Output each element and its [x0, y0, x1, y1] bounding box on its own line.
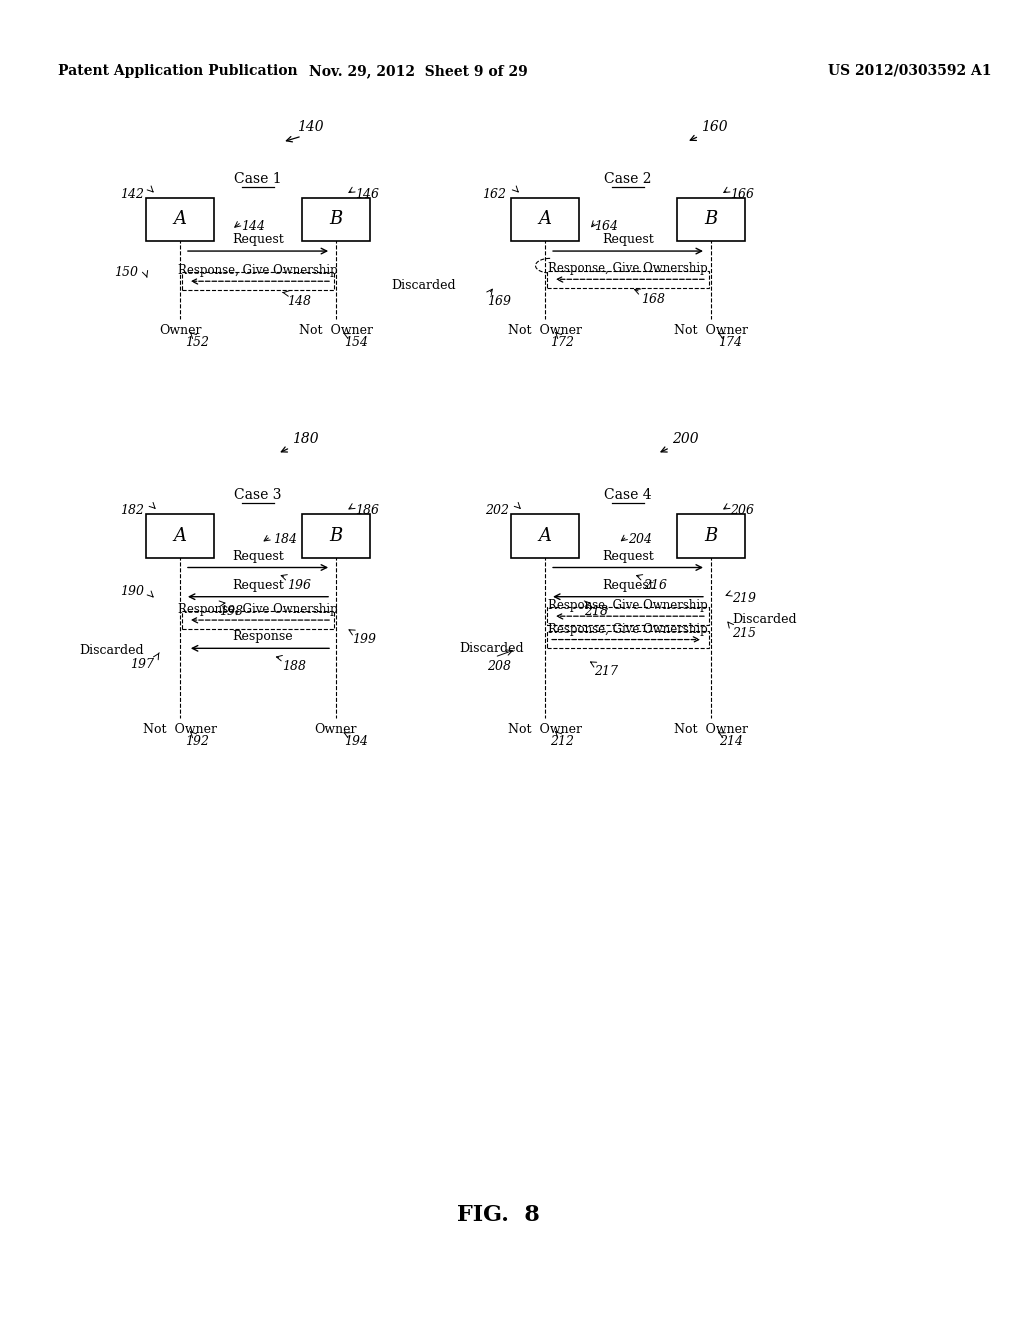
- Text: 200: 200: [672, 432, 698, 446]
- Text: Response: Response: [232, 631, 293, 643]
- Text: Response, Give Ownership: Response, Give Ownership: [548, 623, 708, 636]
- Bar: [182, 611, 334, 628]
- Text: Discarded: Discarded: [80, 644, 144, 657]
- Text: Not  Owner: Not Owner: [674, 723, 748, 737]
- Text: A: A: [174, 527, 186, 545]
- Bar: [511, 198, 580, 242]
- Text: 140: 140: [297, 120, 324, 135]
- Bar: [146, 198, 214, 242]
- Text: 154: 154: [344, 335, 368, 348]
- Bar: [547, 631, 709, 648]
- Text: 219: 219: [732, 591, 756, 605]
- Text: 212: 212: [550, 735, 574, 748]
- Text: Request: Request: [602, 579, 654, 591]
- Text: Case 1: Case 1: [234, 172, 282, 186]
- Text: 194: 194: [344, 735, 368, 748]
- Text: B: B: [705, 527, 718, 545]
- Text: 186: 186: [355, 504, 379, 517]
- Text: 190: 190: [120, 585, 144, 598]
- Text: 164: 164: [594, 220, 617, 232]
- Text: 148: 148: [288, 294, 311, 308]
- Text: 169: 169: [486, 294, 511, 308]
- Text: US 2012/0303592 A1: US 2012/0303592 A1: [827, 63, 991, 78]
- Bar: [146, 513, 214, 558]
- Text: Request: Request: [602, 234, 654, 247]
- Text: Not  Owner: Not Owner: [143, 723, 217, 737]
- Text: A: A: [539, 527, 552, 545]
- Bar: [547, 271, 709, 288]
- Text: Request: Request: [602, 549, 654, 562]
- Text: 198: 198: [219, 605, 243, 618]
- Text: Patent Application Publication: Patent Application Publication: [58, 63, 298, 78]
- Text: 202: 202: [485, 504, 509, 517]
- Text: 204: 204: [628, 533, 652, 546]
- Text: 206: 206: [730, 504, 755, 517]
- Text: Discarded: Discarded: [732, 612, 797, 626]
- Text: 146: 146: [355, 187, 379, 201]
- Text: Not  Owner: Not Owner: [508, 325, 583, 337]
- Bar: [182, 272, 334, 290]
- Text: 216: 216: [643, 579, 667, 593]
- Text: 199: 199: [352, 632, 377, 645]
- Text: B: B: [705, 210, 718, 228]
- Bar: [547, 607, 709, 624]
- Text: Owner: Owner: [159, 325, 202, 337]
- Text: 144: 144: [242, 220, 265, 232]
- Text: B: B: [330, 527, 343, 545]
- Text: Response, Give Ownership: Response, Give Ownership: [178, 264, 338, 277]
- Text: 166: 166: [730, 187, 755, 201]
- Text: 208: 208: [486, 660, 511, 673]
- Text: Discarded: Discarded: [391, 279, 456, 292]
- Bar: [302, 198, 370, 242]
- Bar: [677, 513, 744, 558]
- Text: A: A: [539, 210, 552, 228]
- Text: 192: 192: [185, 735, 209, 748]
- Text: 197: 197: [130, 659, 154, 671]
- Text: B: B: [330, 210, 343, 228]
- Text: Not  Owner: Not Owner: [508, 723, 583, 737]
- Text: Not  Owner: Not Owner: [299, 325, 373, 337]
- Text: Request: Request: [232, 579, 284, 591]
- Text: Response, Give Ownership: Response, Give Ownership: [548, 599, 708, 612]
- Text: Discarded: Discarded: [459, 642, 524, 655]
- Text: 162: 162: [482, 187, 506, 201]
- Text: A: A: [174, 210, 186, 228]
- Bar: [677, 198, 744, 242]
- Text: Case 4: Case 4: [604, 488, 652, 503]
- Text: 218: 218: [585, 605, 608, 618]
- Text: 160: 160: [701, 120, 728, 135]
- Text: Request: Request: [232, 549, 284, 562]
- Bar: [511, 513, 580, 558]
- Text: 150: 150: [115, 265, 138, 279]
- Text: 214: 214: [719, 735, 742, 748]
- Text: Case 3: Case 3: [234, 488, 282, 503]
- Text: Response, Give Ownership: Response, Give Ownership: [548, 263, 708, 276]
- Text: 215: 215: [732, 627, 756, 640]
- Text: Request: Request: [232, 234, 284, 247]
- Text: 188: 188: [283, 660, 306, 673]
- Text: 174: 174: [719, 335, 742, 348]
- Text: Nov. 29, 2012  Sheet 9 of 29: Nov. 29, 2012 Sheet 9 of 29: [309, 63, 528, 78]
- Text: Not  Owner: Not Owner: [674, 325, 748, 337]
- Text: FIG.  8: FIG. 8: [457, 1204, 540, 1226]
- Text: Response, Give Ownership: Response, Give Ownership: [178, 603, 338, 616]
- Text: 152: 152: [185, 335, 209, 348]
- Text: 142: 142: [120, 187, 144, 201]
- Text: Case 2: Case 2: [604, 172, 651, 186]
- Text: 180: 180: [292, 432, 318, 446]
- Text: 172: 172: [550, 335, 574, 348]
- Bar: [302, 513, 370, 558]
- Text: 168: 168: [641, 293, 665, 306]
- Text: 217: 217: [594, 665, 617, 678]
- Text: Owner: Owner: [314, 723, 357, 737]
- Text: 184: 184: [272, 533, 297, 546]
- Text: 182: 182: [120, 504, 144, 517]
- Text: 196: 196: [288, 579, 311, 593]
